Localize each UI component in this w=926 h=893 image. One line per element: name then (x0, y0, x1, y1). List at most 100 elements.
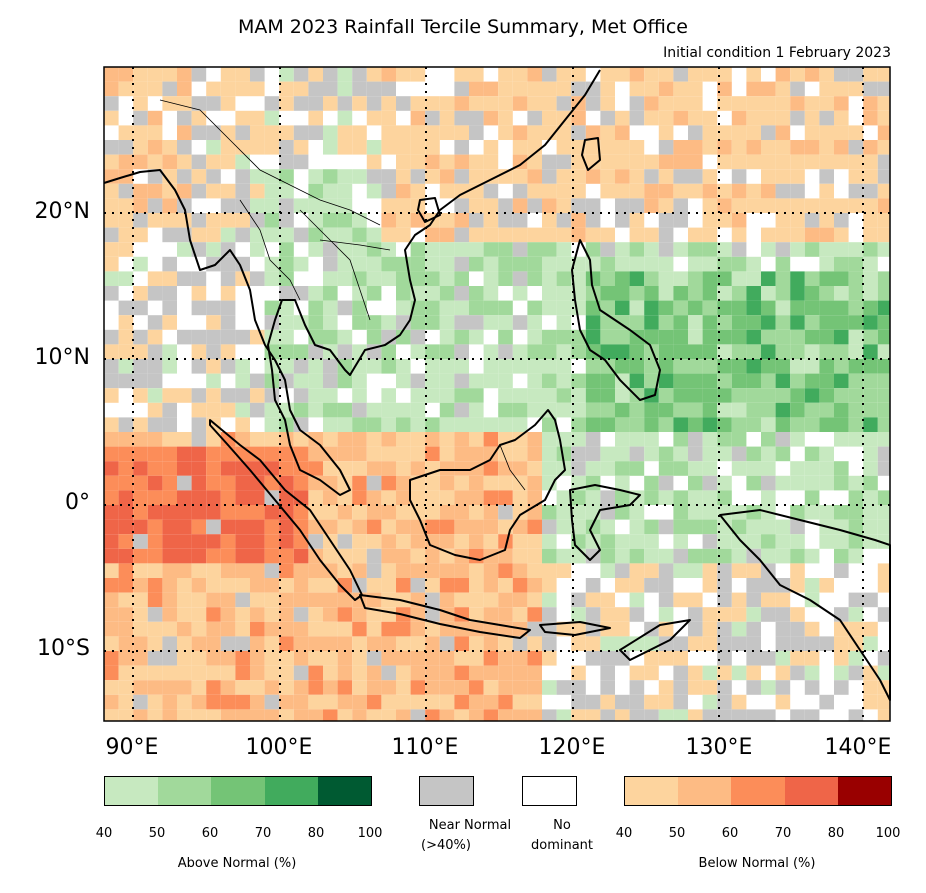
tercile-cell (761, 592, 776, 608)
tercile-cell (848, 651, 864, 666)
tercile-cell (220, 359, 236, 374)
tercile-cell (498, 242, 513, 257)
tercile-cell (717, 534, 732, 549)
tercile-cell (323, 490, 338, 505)
tercile-cell (556, 227, 572, 243)
tercile-cell (425, 96, 440, 111)
tercile-cell (469, 446, 484, 462)
lat-label-10s: 10°S (37, 636, 90, 661)
tercile-cell (746, 373, 761, 389)
tercile-cell (133, 286, 148, 301)
tercile-cell (293, 140, 309, 155)
tercile-cell (658, 563, 674, 578)
tercile-cell (118, 490, 134, 505)
tercile-cell (848, 198, 864, 213)
tercile-cell (746, 271, 761, 286)
tercile-cell (469, 680, 484, 695)
tercile-cell (819, 694, 834, 710)
below-bin-70 (784, 777, 838, 805)
tercile-cell (819, 315, 834, 330)
tercile-cell (804, 388, 820, 403)
tercile-cell (848, 154, 864, 170)
tercile-cell (250, 183, 265, 199)
tercile-cell (717, 446, 732, 462)
tercile-cell (454, 315, 469, 330)
tercile-cell (279, 183, 294, 199)
tercile-cell (498, 315, 513, 330)
tercile-cell (688, 475, 703, 491)
tercile-cell (147, 490, 163, 505)
tercile-cell (323, 315, 338, 330)
tercile-cell (323, 242, 338, 257)
tercile-cell (731, 417, 747, 432)
tercile-cell (571, 169, 586, 184)
tercile-cell (425, 344, 440, 359)
tercile-cell (731, 110, 747, 126)
tercile-cell (177, 519, 192, 535)
tercile-cell (454, 359, 469, 374)
tercile-cell (191, 96, 207, 111)
tercile-cell (469, 286, 484, 301)
tercile-cell (512, 67, 528, 82)
tercile-cell (352, 359, 367, 374)
tercile-cell (410, 446, 426, 462)
tercile-cell (775, 242, 791, 257)
tercile-cell (483, 315, 499, 330)
tercile-cell (483, 110, 499, 126)
tercile-cell (512, 169, 528, 184)
tercile-cell (556, 359, 572, 374)
tercile-cell (104, 505, 119, 520)
tercile-cell (220, 140, 236, 155)
tercile-cell (688, 665, 703, 681)
tercile-cell (585, 242, 601, 257)
tercile-cell (308, 651, 323, 666)
tercile-cell (731, 665, 747, 681)
tercile-cell (615, 475, 630, 491)
tercile-cell (673, 461, 688, 476)
tercile-cell (104, 140, 119, 155)
tercile-cell (162, 300, 177, 316)
tercile-cell (206, 665, 221, 681)
tercile-cell (264, 271, 280, 286)
tercile-cell (585, 256, 601, 272)
near-normal-label-2: (>40%) (421, 838, 471, 853)
tercile-cell (279, 446, 294, 462)
tercile-cell (366, 563, 382, 578)
tercile-cell (673, 592, 688, 608)
tercile-cell (512, 709, 528, 721)
tercile-cell (571, 461, 586, 476)
tercile-cell (498, 475, 513, 491)
tercile-cell (147, 607, 163, 622)
tercile-cell (819, 446, 834, 462)
tercile-cell (264, 563, 280, 578)
tercile-cell (118, 140, 134, 155)
tercile-cell (848, 417, 864, 432)
tercile-cell (775, 315, 791, 330)
lon-label-100e: 100°E (245, 735, 313, 760)
tercile-cell (819, 81, 834, 97)
tercile-cell (775, 300, 791, 316)
tercile-cell (702, 563, 718, 578)
tercile-cell (863, 519, 878, 535)
tercile-cell (264, 227, 280, 243)
lat-label-0: 0° (65, 490, 90, 515)
tercile-cell (702, 271, 718, 286)
tercile-cell (104, 446, 119, 462)
tercile-cell (688, 592, 703, 608)
tercile-cell (746, 607, 761, 622)
tercile-cell (644, 300, 659, 316)
tercile-cell (366, 548, 382, 564)
tercile-cell (410, 256, 426, 272)
tercile-cell (644, 475, 659, 491)
tercile-cell (323, 651, 338, 666)
tercile-cell (220, 198, 236, 213)
tercile-cell (527, 96, 542, 111)
tercile-cell (410, 125, 426, 140)
tercile-cell (293, 592, 309, 608)
tercile-cell (615, 432, 630, 447)
tercile-cell (804, 154, 820, 170)
tercile-cell (600, 300, 615, 316)
tercile-cell (133, 140, 148, 155)
tercile-cell (804, 680, 820, 695)
tercile-cell (848, 709, 864, 721)
